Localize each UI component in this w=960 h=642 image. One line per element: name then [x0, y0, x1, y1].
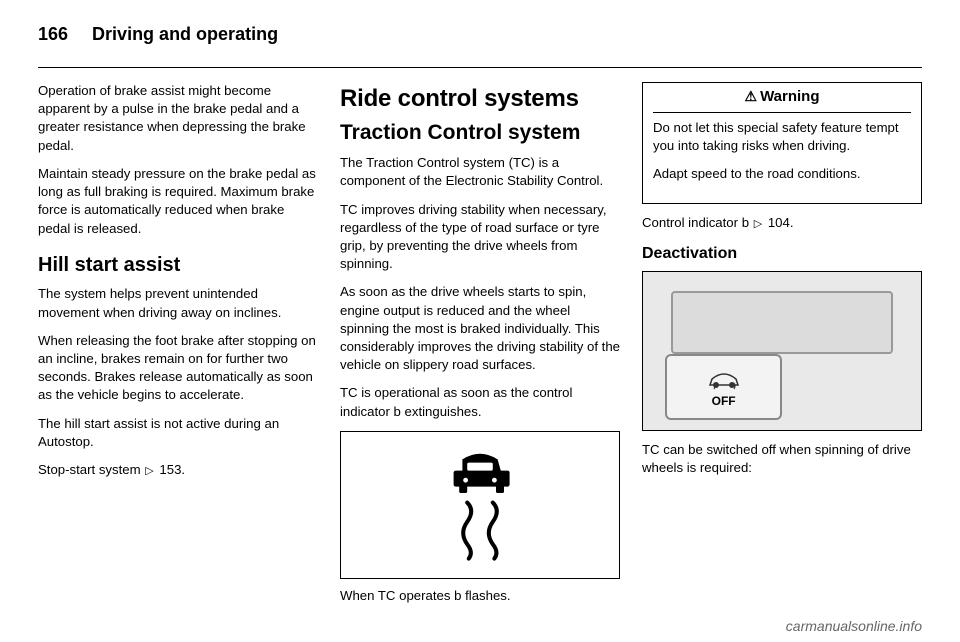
brake-assist-p2: Maintain steady pressure on the brake pe… — [38, 165, 318, 238]
tc-flash-a: When TC operates — [340, 588, 454, 603]
tc-flashes: When TC operates b flashes. — [340, 587, 620, 605]
tcs-p4: TC is operational as soon as the control… — [340, 384, 620, 420]
warning-p2: Adapt speed to the road conditions. — [653, 165, 911, 183]
content-columns: Operation of brake assist might become a… — [38, 82, 922, 615]
header-rule — [38, 67, 922, 68]
hsa-ref-prefix: Stop-start system — [38, 462, 144, 477]
warning-box: ⚠Warning Do not let this special safety … — [642, 82, 922, 204]
crossref-arrow-icon — [144, 462, 155, 477]
footer-watermark: carmanualsonline.info — [786, 618, 922, 634]
tc-flash-b: flashes. — [461, 588, 510, 603]
crossref-arrow-icon — [753, 215, 764, 230]
page-header: 166 Driving and operating — [38, 24, 922, 45]
tcs-p1: The Traction Control system (TC) is a co… — [340, 154, 620, 190]
hill-start-assist-heading: Hill start assist — [38, 252, 318, 280]
warning-label: Warning — [760, 88, 819, 105]
skid-svg — [400, 440, 560, 570]
chapter-title: Driving and operating — [92, 24, 278, 45]
tc-switch-off: TC can be switched off when spinning of … — [642, 441, 922, 477]
tcs-p2: TC improves driving stability when neces… — [340, 201, 620, 274]
hsa-p3: The hill start assist is not active duri… — [38, 415, 318, 451]
ride-control-systems-heading: Ride control systems — [340, 82, 620, 115]
warning-p1: Do not let this special safety feature t… — [653, 119, 911, 155]
tcs-p3: As soon as the drive wheels starts to sp… — [340, 283, 620, 374]
page-number: 166 — [38, 24, 68, 45]
column-3: ⚠Warning Do not let this special safety … — [642, 82, 922, 615]
dashboard-screen — [671, 291, 893, 354]
ctrl-ind-a: Control indicator — [642, 215, 742, 230]
column-1: Operation of brake assist might become a… — [38, 82, 318, 615]
skid-marks-icon — [463, 503, 497, 559]
hsa-p1: The system helps prevent unintended move… — [38, 285, 318, 321]
deactivation-photo: OFF — [642, 271, 922, 431]
traction-control-heading: Traction Control system — [340, 119, 620, 148]
tc-off-button: OFF — [665, 354, 782, 420]
hsa-ref-page: 153. — [159, 462, 185, 477]
tcs-p4-b: extinguishes. — [401, 404, 482, 419]
tc-indicator-icon: b — [742, 215, 749, 230]
hsa-p2: When releasing the foot brake after stop… — [38, 332, 318, 405]
car-rear-icon — [454, 454, 510, 493]
column-2: Ride control systems Traction Control sy… — [340, 82, 620, 615]
warning-heading: ⚠Warning — [653, 87, 911, 113]
ctrl-ind-page: 104. — [768, 215, 794, 230]
deactivation-heading: Deactivation — [642, 243, 922, 265]
hsa-crossref: Stop-start system 153. — [38, 461, 318, 479]
control-indicator-ref: Control indicator b 104. — [642, 214, 922, 232]
tc-indicator-icon: b — [394, 404, 401, 419]
warning-triangle-icon: ⚠ — [745, 88, 758, 104]
skid-illustration — [340, 431, 620, 579]
tc-off-label: OFF — [712, 393, 736, 410]
tc-off-car-icon — [704, 365, 744, 391]
brake-assist-p1: Operation of brake assist might become a… — [38, 82, 318, 155]
